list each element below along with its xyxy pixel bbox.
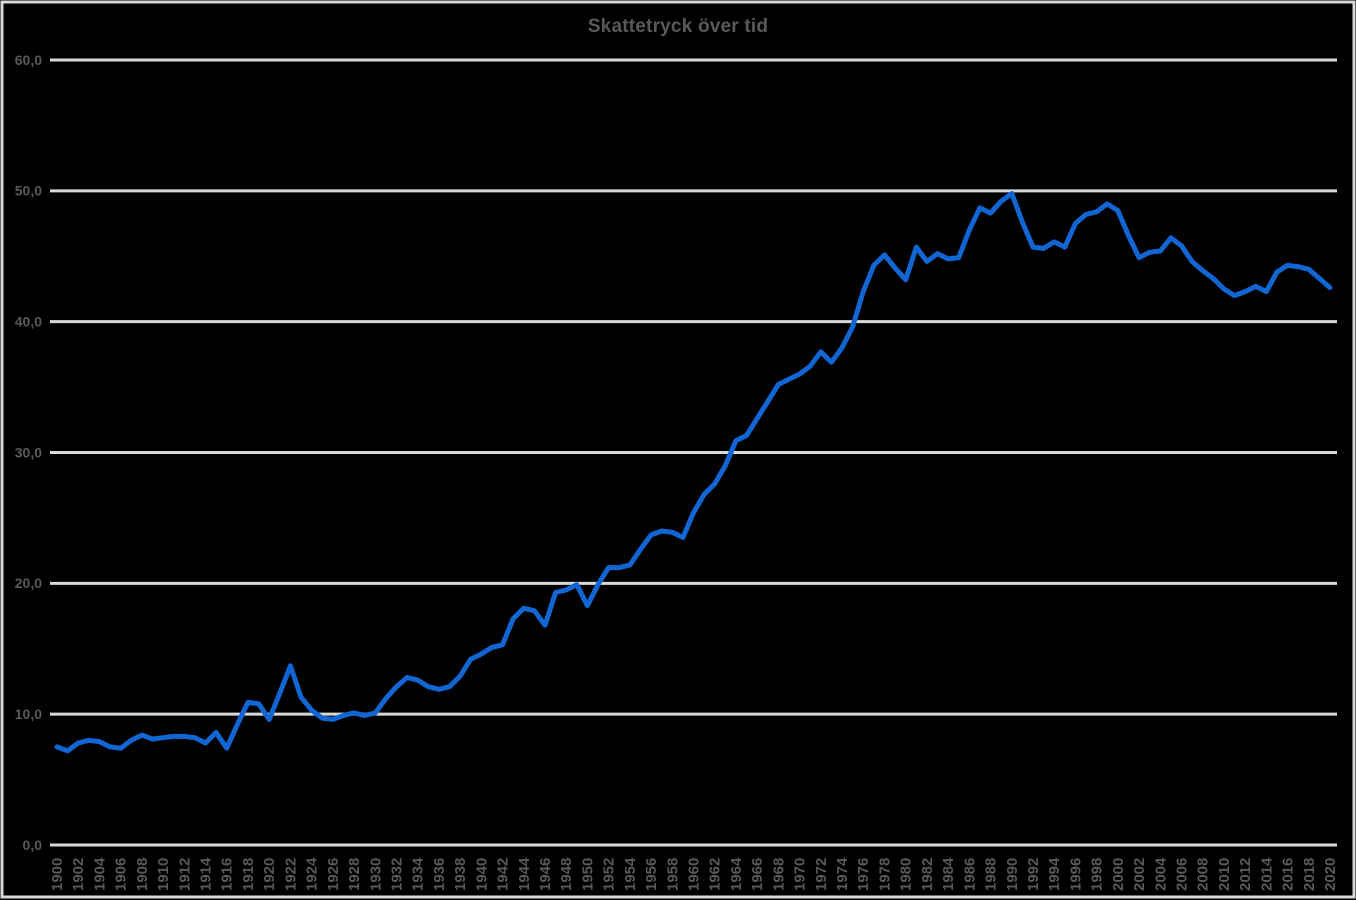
x-axis-tick-label: 1932 bbox=[388, 858, 405, 891]
x-axis-tick-label: 1990 bbox=[1004, 858, 1021, 891]
y-axis-tick-label: 0,0 bbox=[23, 837, 43, 853]
x-axis-tick-label: 1976 bbox=[855, 858, 872, 891]
x-axis-tick-label: 1954 bbox=[622, 857, 639, 891]
y-axis-tick-label: 30,0 bbox=[15, 444, 42, 460]
x-axis-tick-label: 2016 bbox=[1280, 858, 1297, 891]
x-axis-tick-label: 1906 bbox=[113, 858, 130, 891]
x-axis-tick-label: 1918 bbox=[240, 858, 257, 891]
x-axis-tick-label: 1964 bbox=[728, 857, 745, 891]
x-axis-tick-label: 1992 bbox=[1025, 858, 1042, 891]
x-axis-tick-label: 2018 bbox=[1301, 858, 1318, 891]
x-axis-tick-label: 1900 bbox=[49, 858, 66, 891]
chart-title: Skattetryck över tid bbox=[587, 16, 769, 37]
x-axis-tick-label: 1972 bbox=[813, 858, 830, 891]
x-axis-tick-label: 1984 bbox=[940, 857, 957, 891]
x-axis-tick-label: 1956 bbox=[643, 858, 660, 891]
x-axis-tick-label: 1958 bbox=[664, 858, 681, 891]
x-axis-tick-label: 2012 bbox=[1237, 858, 1254, 891]
x-axis-tick-label: 1982 bbox=[919, 858, 936, 891]
x-axis-tick-label: 1902 bbox=[70, 858, 87, 891]
x-axis-tick-label: 1938 bbox=[452, 858, 469, 891]
x-axis-tick-label: 1974 bbox=[834, 857, 851, 891]
x-axis-tick-label: 1952 bbox=[601, 858, 618, 891]
x-axis-tick-label: 1904 bbox=[91, 857, 108, 891]
x-axis-tick-label: 1936 bbox=[431, 858, 448, 891]
x-axis-tick-label: 2014 bbox=[1258, 857, 1275, 891]
x-axis-tick-label: 2004 bbox=[1152, 857, 1169, 891]
x-axis-tick-label: 1960 bbox=[686, 858, 703, 891]
x-axis-tick-label: 1978 bbox=[876, 858, 893, 891]
x-axis-tick-label: 1946 bbox=[537, 858, 554, 891]
y-axis-tick-label: 40,0 bbox=[15, 314, 42, 330]
x-axis-tick-label: 1968 bbox=[770, 858, 787, 891]
x-axis-tick-label: 1930 bbox=[367, 858, 384, 891]
y-axis-tick-label: 50,0 bbox=[15, 183, 42, 199]
x-axis-tick-label: 1942 bbox=[495, 858, 512, 891]
x-axis-tick-label: 1988 bbox=[983, 858, 1000, 891]
x-axis-tick-label: 1966 bbox=[749, 858, 766, 891]
x-axis-tick-label: 1912 bbox=[176, 858, 193, 891]
y-axis-tick-label: 20,0 bbox=[15, 575, 42, 591]
x-axis-tick-label: 1926 bbox=[325, 858, 342, 891]
x-axis-tick-label: 2008 bbox=[1195, 858, 1212, 891]
x-axis-tick-label: 2006 bbox=[1173, 858, 1190, 891]
y-axis-tick-label: 10,0 bbox=[15, 706, 42, 722]
x-axis-tick-label: 1928 bbox=[346, 858, 363, 891]
x-axis-tick-label: 1914 bbox=[198, 857, 215, 891]
x-axis-tick-label: 1910 bbox=[155, 858, 172, 891]
x-axis-tick-label: 2002 bbox=[1131, 858, 1148, 891]
x-axis-tick-label: 2010 bbox=[1216, 858, 1233, 891]
x-axis-tick-label: 1916 bbox=[219, 858, 236, 891]
x-axis-tick-label: 1994 bbox=[1046, 857, 1063, 891]
x-axis-tick-label: 2000 bbox=[1110, 858, 1127, 891]
x-axis-tick-label: 1920 bbox=[261, 858, 278, 891]
x-axis-tick-label: 1998 bbox=[1089, 858, 1106, 891]
x-axis-tick-label: 1962 bbox=[707, 858, 724, 891]
x-axis-tick-label: 2020 bbox=[1322, 858, 1339, 891]
series-skattetryck-line bbox=[54, 191, 1333, 754]
x-axis-tick-label: 1940 bbox=[473, 858, 490, 891]
x-axis-tick-label: 1924 bbox=[304, 857, 321, 891]
x-axis-tick-label: 1922 bbox=[282, 858, 299, 891]
x-axis-tick-label: 1970 bbox=[792, 858, 809, 891]
x-axis-tick-label: 1996 bbox=[1067, 858, 1084, 891]
x-axis-tick-label: 1944 bbox=[516, 857, 533, 891]
x-axis-tick-label: 1950 bbox=[579, 858, 596, 891]
y-axis-tick-label: 60,0 bbox=[15, 52, 42, 68]
x-axis-tick-label: 1934 bbox=[410, 857, 427, 891]
x-axis-tick-label: 1948 bbox=[558, 858, 575, 891]
x-axis-tick-label: 1908 bbox=[134, 858, 151, 891]
x-axis-tick-label: 1986 bbox=[961, 858, 978, 891]
x-axis-tick-label: 1980 bbox=[898, 858, 915, 891]
